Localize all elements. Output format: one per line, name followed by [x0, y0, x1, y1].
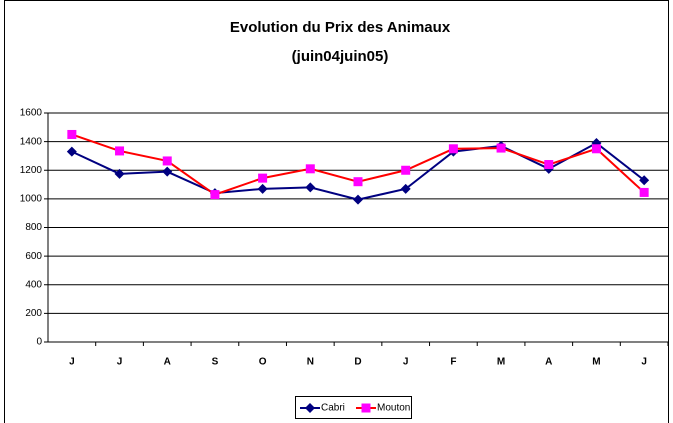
legend-label: Cabri [321, 403, 345, 414]
x-tick-label: F [450, 357, 456, 368]
x-tick-label: J [69, 357, 75, 368]
y-tick-label: 1600 [20, 108, 43, 119]
chart-subtitle: (juin04juin05) [292, 48, 389, 65]
marker [353, 177, 363, 187]
y-tick-label: 400 [25, 279, 42, 290]
marker [401, 165, 411, 175]
marker [305, 403, 315, 413]
legend-label: Mouton [377, 403, 410, 414]
x-tick-label: M [592, 357, 600, 368]
marker [305, 164, 315, 174]
marker [353, 194, 363, 205]
marker [361, 403, 371, 413]
x-tick-label: J [641, 357, 647, 368]
x-tick-label: O [259, 357, 267, 368]
x-tick-label: A [545, 357, 552, 368]
marker [67, 129, 77, 139]
marker [258, 173, 268, 183]
marker [544, 160, 554, 170]
marker [115, 146, 125, 156]
marker [305, 182, 316, 193]
x-tick-label: N [307, 357, 314, 368]
x-tick-label: S [212, 357, 219, 368]
marker [162, 166, 173, 177]
chart-frame [4, 0, 669, 423]
y-tick-label: 200 [25, 308, 42, 319]
legend: Cabri Mouton [295, 396, 412, 419]
y-tick-label: 600 [25, 251, 42, 262]
marker [639, 175, 650, 186]
x-tick-label: J [117, 357, 123, 368]
y-tick-label: 800 [25, 222, 42, 233]
marker [114, 168, 125, 179]
marker [496, 143, 506, 153]
marker [66, 146, 77, 157]
y-tick-label: 1400 [20, 136, 43, 147]
legend-box [295, 396, 412, 419]
x-tick-label: A [164, 357, 171, 368]
y-tick-label: 0 [36, 337, 42, 348]
marker [591, 144, 601, 154]
y-tick-label: 1200 [20, 165, 43, 176]
x-tick-label: D [354, 357, 361, 368]
marker [210, 190, 220, 200]
marker [639, 187, 649, 197]
marker [448, 144, 458, 154]
marker [400, 183, 411, 194]
chart-title: Evolution du Prix des Animaux [230, 19, 451, 36]
y-tick-label: 1000 [20, 194, 43, 205]
marker [162, 156, 172, 166]
marker [257, 183, 268, 194]
x-tick-label: J [403, 357, 409, 368]
x-tick-label: M [497, 357, 505, 368]
